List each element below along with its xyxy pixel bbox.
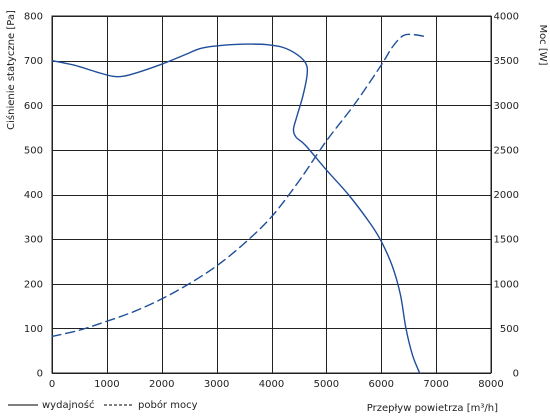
legend: wydajność pobór mocy: [8, 399, 198, 411]
y-right-tick-label: 1000: [494, 279, 519, 290]
x-tick-labels: 0 1000 2000 3000 4000 5000 6000 7000 8000: [49, 379, 504, 390]
x-tick-label: 4000: [259, 379, 284, 390]
y-left-tick-label: 200: [24, 279, 43, 290]
y-left-tick-label: 400: [24, 190, 43, 201]
y-right-tick-label: 500: [500, 324, 519, 335]
x-tick-label: 0: [49, 379, 55, 390]
legend-label-wydajnosc: wydajność: [42, 399, 95, 411]
x-axis-title: Przepływ powietrza [m³/h]: [367, 403, 498, 414]
x-tick-label: 5000: [314, 379, 339, 390]
x-tick-label: 6000: [369, 379, 394, 390]
y-left-tick-label: 0: [37, 369, 43, 380]
x-tick-label: 3000: [204, 379, 229, 390]
y-right-axis-title: Moc [W]: [537, 24, 548, 65]
y-left-tick-labels: 0 100 200 300 400 500 600 700 800: [24, 12, 43, 380]
y-left-tick-label: 600: [24, 101, 43, 112]
x-tick-label: 1000: [94, 379, 119, 390]
series-line-pobor-mocy: [51, 33, 426, 338]
y-left-tick-label: 300: [24, 235, 43, 246]
x-tick-label: 7000: [423, 379, 448, 390]
legend-label-pobor-mocy: pobór mocy: [138, 399, 198, 411]
y-right-tick-label: 3500: [494, 56, 519, 67]
y-right-tick-label: 2000: [494, 190, 519, 201]
x-tick-label: 2000: [149, 379, 174, 390]
y-right-tick-label: 3000: [494, 101, 519, 112]
y-right-tick-label: 0: [513, 369, 519, 380]
y-left-tick-label: 700: [24, 56, 43, 67]
y-right-tick-labels: 0 500 1000 1500 2000 2500 3000 3500 4000: [494, 12, 519, 380]
y-right-tick-label: 2500: [494, 145, 519, 156]
grid: [52, 16, 492, 374]
series-line-wydajnosc: [51, 43, 421, 374]
series-lines: [51, 33, 426, 374]
y-right-tick-label: 1500: [494, 235, 519, 246]
y-left-axis-title: Ciśnienie statyczne [Pa]: [5, 10, 17, 130]
y-right-tick-label: 4000: [494, 12, 519, 23]
y-left-tick-label: 800: [24, 12, 43, 23]
x-tick-label: 8000: [478, 379, 503, 390]
y-left-tick-label: 500: [24, 145, 43, 156]
plot-frame: [51, 15, 492, 374]
y-left-tick-label: 100: [24, 324, 43, 335]
